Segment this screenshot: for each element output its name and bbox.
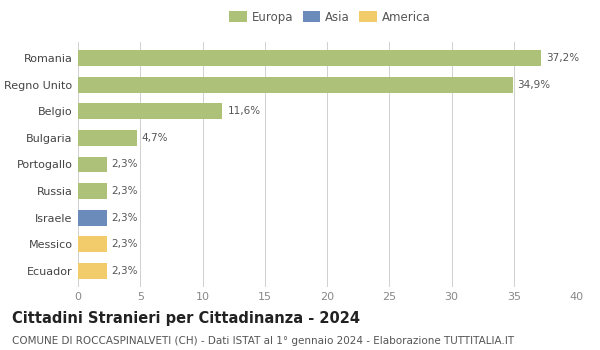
Bar	[78, 130, 137, 146]
Text: 4,7%: 4,7%	[142, 133, 168, 143]
Bar	[78, 50, 541, 66]
Bar	[78, 236, 107, 252]
Text: COMUNE DI ROCCASPINALVETI (CH) - Dati ISTAT al 1° gennaio 2024 - Elaborazione TU: COMUNE DI ROCCASPINALVETI (CH) - Dati IS…	[12, 336, 514, 346]
Bar	[78, 156, 107, 173]
Text: 37,2%: 37,2%	[546, 53, 579, 63]
Bar	[78, 263, 107, 279]
Text: 11,6%: 11,6%	[227, 106, 260, 116]
Bar	[78, 103, 223, 119]
Text: 34,9%: 34,9%	[517, 79, 551, 90]
Text: 2,3%: 2,3%	[112, 239, 138, 250]
Text: Cittadini Stranieri per Cittadinanza - 2024: Cittadini Stranieri per Cittadinanza - 2…	[12, 312, 360, 327]
Bar	[78, 183, 107, 199]
Text: 2,3%: 2,3%	[112, 266, 138, 276]
Legend: Europa, Asia, America: Europa, Asia, America	[224, 6, 436, 28]
Bar	[78, 77, 512, 93]
Bar	[78, 210, 107, 226]
Text: 2,3%: 2,3%	[112, 213, 138, 223]
Text: 2,3%: 2,3%	[112, 160, 138, 169]
Text: 2,3%: 2,3%	[112, 186, 138, 196]
